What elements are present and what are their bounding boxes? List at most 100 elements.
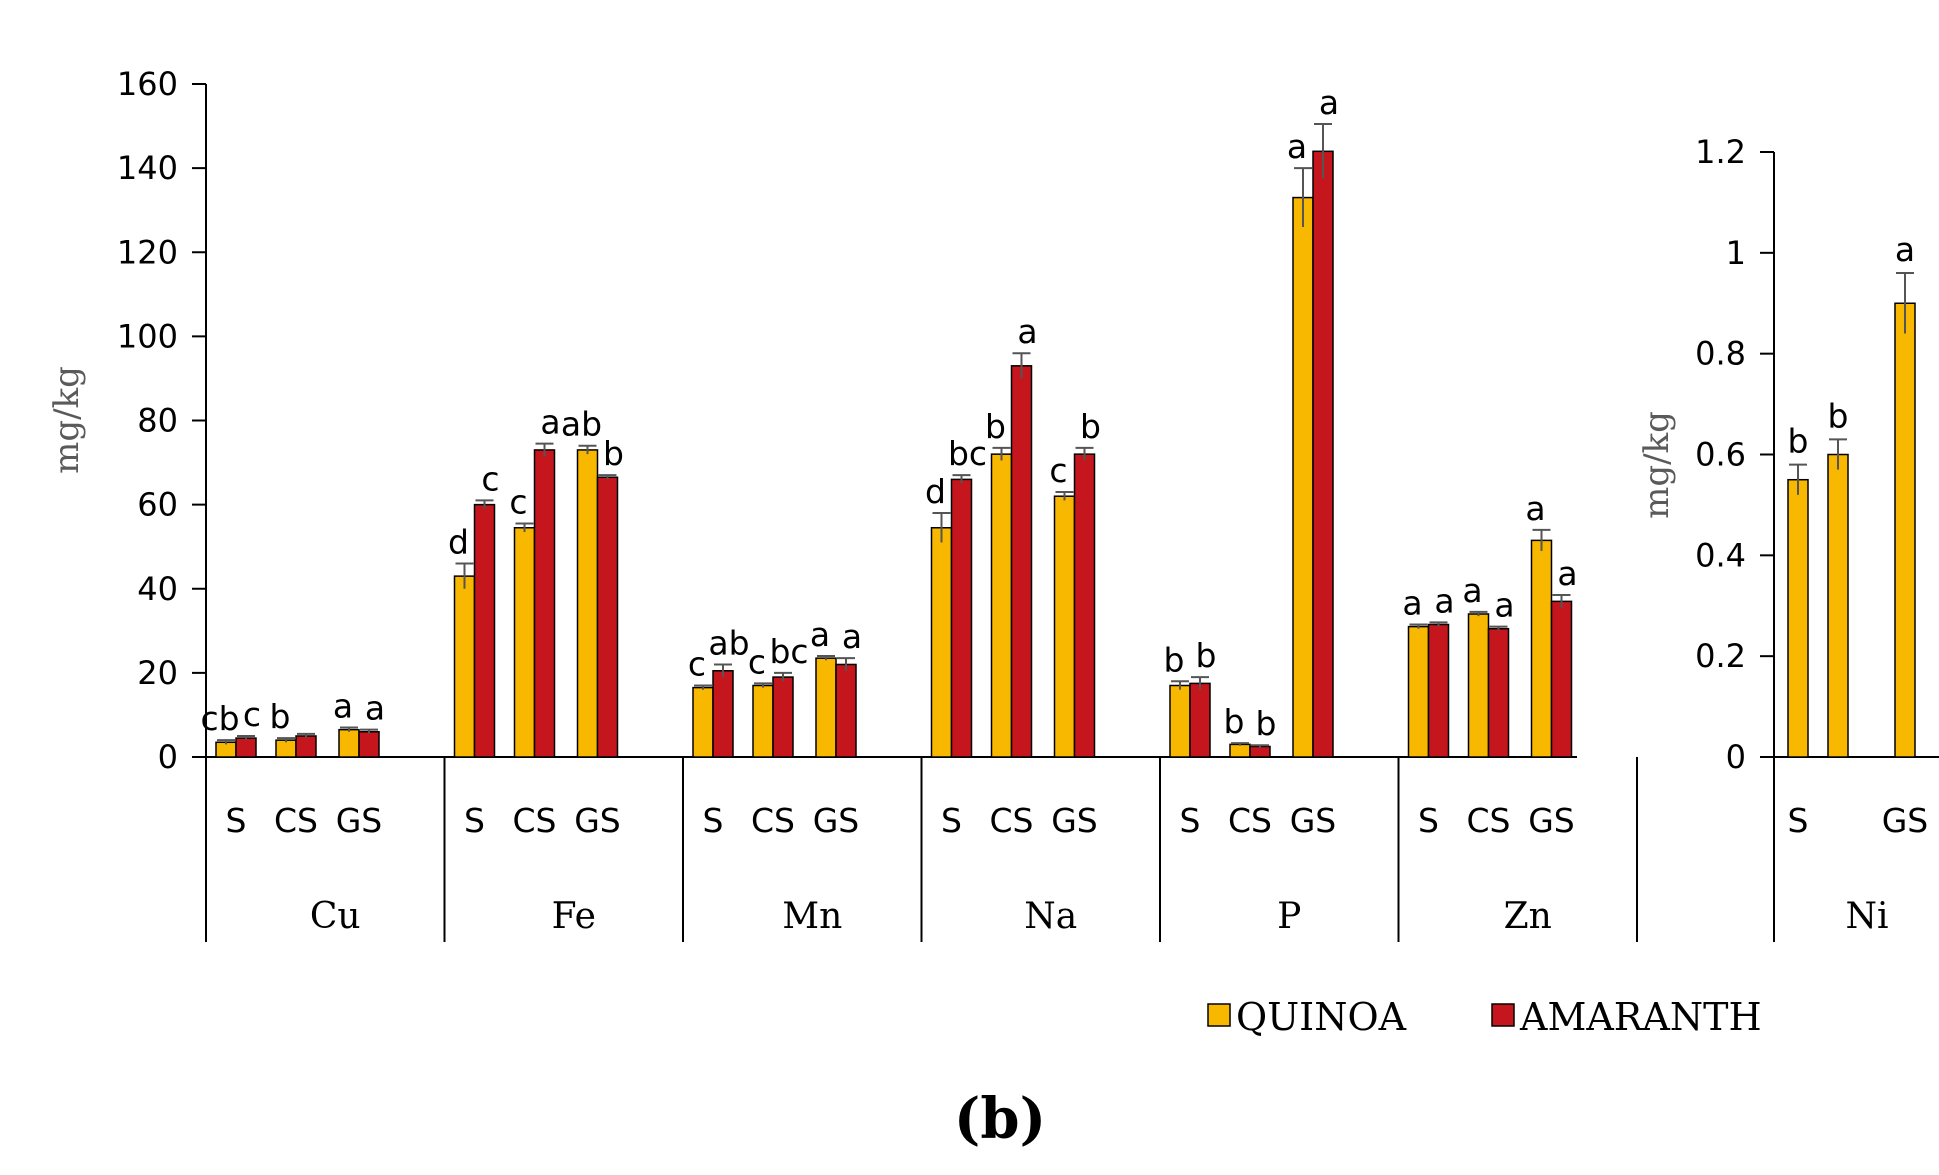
category-label: S [941,801,962,840]
category-label: CS [1228,801,1272,840]
y-tick-label: 0 [1726,738,1746,776]
category-label: GS [1290,801,1337,840]
y-tick-label: 40 [137,570,178,608]
sig-letter-quinoa: c [688,644,706,683]
category-label: CS [751,801,795,840]
sig-letter-amaranth: bc [769,632,808,671]
bar-amaranth [473,503,496,758]
category-label: CS [513,801,557,840]
sig-letter-quinoa: ab [561,405,602,444]
bar-quinoa [1894,302,1916,758]
category-label: CS [274,801,318,840]
sig-letter-quinoa: a [1402,584,1422,623]
sig-letter-quinoa: a [1287,127,1307,166]
sig-letter-quinoa: a [1895,230,1915,269]
sig-letter-amaranth: b [603,434,624,473]
bar-quinoa [1169,684,1191,758]
bar-amaranth [1189,682,1211,758]
bar-amaranth [712,670,734,758]
sig-letter-amaranth: b [1080,407,1101,446]
bar-quinoa [815,657,837,758]
legend-label: QUINOA [1236,995,1407,1039]
category-label: S [1180,801,1201,840]
element-label: Cu [310,896,361,937]
sig-letter-amaranth: a [1434,581,1454,620]
bar-quinoa [1530,539,1553,758]
category-label: S [1788,801,1809,840]
sig-letter-quinoa: d [448,523,469,562]
category-label: S [703,801,724,840]
bar-quinoa [338,728,360,758]
bar-amaranth [596,476,619,758]
legend-swatch [1491,1003,1515,1027]
bar-quinoa [453,575,476,758]
bar-amaranth [295,735,317,758]
y-tick-label: 140 [117,149,178,187]
sig-letter-quinoa: c [1049,451,1067,490]
category-label: CS [990,801,1034,840]
bar-amaranth [1427,623,1450,758]
category-label: GS [1882,801,1929,840]
bar-quinoa [1053,495,1076,758]
sig-letter-quinoa: c [748,642,766,681]
bar-quinoa [1229,743,1251,758]
bar-amaranth [1312,150,1334,758]
bar-quinoa [513,527,536,758]
y-tick-label: 160 [117,65,178,103]
category-label: GS [1051,801,1098,840]
y-tick-label: 20 [137,654,178,692]
bar-amaranth [533,449,556,758]
y-tick-label: 0 [158,738,178,776]
bar-quinoa [275,739,297,758]
sig-letter-quinoa: a [1525,489,1545,528]
bar-amaranth [1487,627,1510,758]
bar-quinoa [930,527,953,758]
category-label: S [1418,801,1439,840]
bar-quinoa [1407,625,1430,758]
category-label: GS [336,801,383,840]
y-tick-label: 100 [117,317,178,355]
right-panel: 0 0.2 0.4 0.6 0.8 1 1.2 mg/kg Ni b Sb a GS [1637,133,1939,942]
sig-letter-amaranth: a [540,403,560,442]
bar-quinoa [576,449,599,758]
sig-letter-quinoa: b [985,407,1006,446]
element-label: Mn [782,896,842,937]
sig-letter-quinoa: b [1164,640,1185,679]
category-label: S [226,801,247,840]
bar-quinoa [1292,196,1314,758]
sig-letter-amaranth: b [1256,704,1277,743]
category-label: S [464,801,485,840]
bar-quinoa [692,686,714,758]
bar-amaranth [1249,745,1271,758]
bar-amaranth [358,731,380,758]
bar-amaranth [835,663,857,758]
bar-quinoa [1827,453,1849,758]
bar-amaranth [950,478,973,758]
sig-letter-quinoa: d [925,472,946,511]
sig-letter-amaranth: a [1494,586,1514,625]
sig-letter-amaranth: a [365,689,385,728]
category-label: GS [574,801,621,840]
bar-amaranth [1550,600,1573,758]
bar-amaranth [1010,365,1033,758]
sig-letter-quinoa: cb [200,699,239,738]
legend-label: AMARANTH [1519,995,1762,1039]
y-axis-title: mg/kg [1637,411,1677,519]
sig-letter-quinoa: b [1828,396,1849,435]
sig-letter-amaranth: b [1196,636,1217,675]
element-label: Ni [1845,896,1888,937]
sig-letter-quinoa: c [509,483,527,522]
y-tick-label: 1.2 [1695,133,1746,171]
sig-letter-quinoa: a [1462,571,1482,610]
y-axis-title: mg/kg [47,366,87,474]
bar-amaranth [235,737,257,758]
sig-letter-amaranth: a [1319,83,1339,122]
sig-letter-quinoa: a [810,615,830,654]
sig-letter-amaranth: a [842,617,862,656]
bar-amaranth [1073,453,1096,758]
bar-quinoa [1467,613,1490,758]
y-tick-label: 60 [137,486,178,524]
category-label: GS [1528,801,1575,840]
element-label: Fe [552,896,596,937]
